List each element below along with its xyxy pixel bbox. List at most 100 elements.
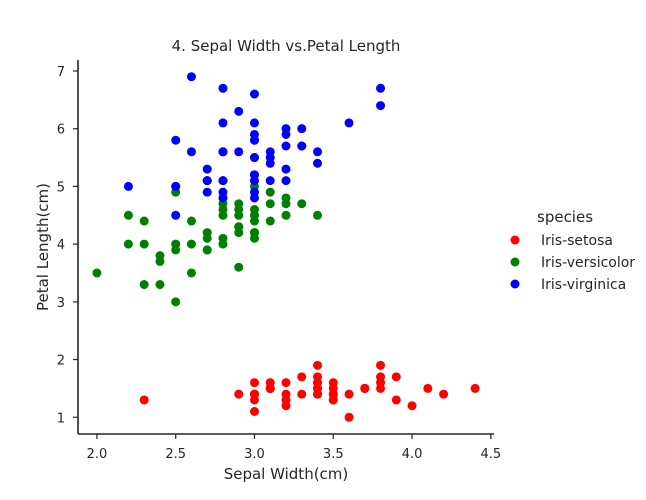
point-series-2-8 xyxy=(171,135,181,145)
point-series-0-13 xyxy=(249,406,259,416)
point-series-0-48 xyxy=(360,383,370,393)
point-series-2-48 xyxy=(313,158,323,168)
point-series-2-19 xyxy=(123,181,133,191)
point-series-2-44 xyxy=(297,141,307,151)
point-series-1-48 xyxy=(171,297,181,307)
point-series-2-40 xyxy=(265,147,275,157)
legend-marker-2 xyxy=(510,279,520,289)
point-series-1-10 xyxy=(92,268,102,278)
point-series-2-29 xyxy=(249,135,259,145)
point-series-2-15 xyxy=(281,164,291,174)
point-series-0-23 xyxy=(297,372,307,382)
point-series-0-15 xyxy=(470,383,480,393)
point-series-1-20 xyxy=(281,193,291,203)
point-series-1-41 xyxy=(249,204,259,214)
point-series-2-23 xyxy=(202,187,212,197)
y-tick-label: 4 xyxy=(57,238,65,253)
point-series-2-35 xyxy=(249,118,259,128)
point-series-0-8 xyxy=(234,389,244,399)
legend-label-2: Iris-virginica xyxy=(541,277,626,293)
point-series-2-36 xyxy=(313,147,323,157)
point-series-2-41 xyxy=(265,176,275,186)
legend-label-1: Iris-versicolor xyxy=(541,255,635,271)
point-series-2-0 xyxy=(297,124,307,134)
point-series-1-28 xyxy=(234,210,244,220)
legend-label-0: Iris-setosa xyxy=(541,233,613,249)
point-series-0-5 xyxy=(391,372,401,382)
legend-marker-1 xyxy=(510,257,520,267)
point-series-0-29 xyxy=(281,378,291,388)
point-series-1-44 xyxy=(202,228,212,238)
x-axis-label: Sepal Width(cm) xyxy=(224,465,349,483)
point-series-1-35 xyxy=(313,210,323,220)
point-series-0-46 xyxy=(376,378,386,388)
point-series-1-32 xyxy=(202,245,212,255)
point-series-1-13 xyxy=(234,199,244,209)
x-tick-label: 4.5 xyxy=(481,447,502,462)
x-tick-label: 3.0 xyxy=(244,447,265,462)
point-series-0-41 xyxy=(139,395,149,405)
point-series-0-44 xyxy=(376,360,386,370)
point-series-1-2 xyxy=(265,187,275,197)
y-tick-label: 5 xyxy=(57,180,65,195)
point-series-2-43 xyxy=(281,129,291,139)
point-series-1-3 xyxy=(139,239,149,249)
point-series-2-46 xyxy=(171,181,181,191)
point-series-1-6 xyxy=(297,199,307,209)
point-series-2-18 xyxy=(186,72,196,82)
point-series-0-47 xyxy=(281,389,291,399)
point-series-2-10 xyxy=(281,176,291,186)
point-series-0-32 xyxy=(423,383,433,393)
y-tick-label: 7 xyxy=(57,65,65,80)
point-series-2-9 xyxy=(344,118,354,128)
point-series-2-3 xyxy=(234,147,244,157)
point-series-1-7 xyxy=(155,280,165,290)
point-series-0-25 xyxy=(249,378,259,388)
point-series-0-24 xyxy=(313,360,323,370)
x-axis-ticks: 2.0 2.5 3.0 3.5 4.0 4.5 xyxy=(87,434,502,462)
point-series-1-37 xyxy=(139,216,149,226)
point-series-1-36 xyxy=(265,199,275,209)
legend: species Iris-setosa Iris-versicolor Iris-v… xyxy=(510,208,635,293)
point-series-1-42 xyxy=(186,239,196,249)
y-axis-label: Petal Length(cm) xyxy=(34,183,52,311)
legend-marker-0 xyxy=(510,235,520,245)
point-series-1-5 xyxy=(218,210,228,220)
point-series-2-6 xyxy=(171,210,181,220)
point-series-0-39 xyxy=(313,383,323,393)
point-series-2-42 xyxy=(202,176,212,186)
point-series-2-32 xyxy=(218,147,228,157)
point-series-2-31 xyxy=(376,101,386,111)
y-tick-label: 2 xyxy=(57,354,65,369)
point-series-0-4 xyxy=(344,389,354,399)
point-series-1-29 xyxy=(186,268,196,278)
point-series-2-33 xyxy=(218,176,228,186)
point-series-1-18 xyxy=(123,210,133,220)
point-series-2-7 xyxy=(234,106,244,116)
y-axis-ticks: 1 2 3 4 5 6 7 xyxy=(57,65,78,426)
point-series-0-37 xyxy=(265,383,275,393)
point-series-1-12 xyxy=(123,239,133,249)
point-series-2-16 xyxy=(249,153,259,163)
point-series-2-34 xyxy=(186,147,196,157)
point-series-1-15 xyxy=(265,216,275,226)
point-series-1-40 xyxy=(186,216,196,226)
plot-points xyxy=(92,72,480,422)
point-series-1-43 xyxy=(139,280,149,290)
point-series-1-14 xyxy=(234,262,244,272)
point-series-0-14 xyxy=(407,401,417,411)
point-series-1-31 xyxy=(155,256,165,266)
point-series-2-22 xyxy=(218,83,228,93)
point-series-0-43 xyxy=(328,378,338,388)
point-series-2-38 xyxy=(249,193,259,203)
y-tick-label: 6 xyxy=(57,123,65,138)
x-tick-label: 4.0 xyxy=(402,447,423,462)
y-tick-label: 3 xyxy=(57,296,65,311)
point-series-1-39 xyxy=(171,239,181,249)
legend-title: species xyxy=(537,208,593,226)
x-tick-label: 3.5 xyxy=(323,447,344,462)
point-series-0-22 xyxy=(344,412,354,422)
point-series-1-47 xyxy=(234,222,244,232)
point-series-0-45 xyxy=(249,389,259,399)
